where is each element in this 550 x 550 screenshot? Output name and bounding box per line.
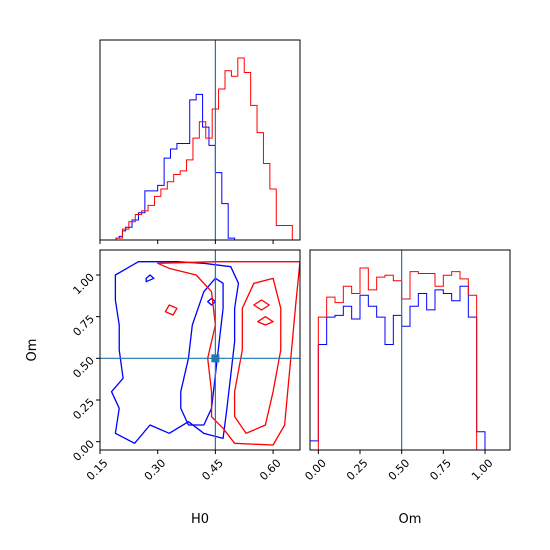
contour-y-tick-label-0: 0.00 <box>70 437 97 464</box>
contour-y-tick-label-1: 0.25 <box>70 396 97 423</box>
om-frame <box>309 249 511 451</box>
contour-y-tick-label-3: 0.75 <box>70 312 97 339</box>
contour-series-0-level-3 <box>207 297 217 306</box>
om-x-axis-label: Om <box>399 512 422 527</box>
h0-hist-series-1 <box>100 57 299 241</box>
contour-series-0-level-1 <box>180 277 224 426</box>
om-x-tick-label-4: 1.00 <box>469 457 496 484</box>
om-marginal-panel: 0.00 0.25 0.50 0.75 1.00 Om <box>302 249 511 527</box>
h0-frame <box>99 39 301 241</box>
contour-frame <box>99 249 301 451</box>
h0-x-axis-label: H0 <box>191 512 209 527</box>
contour-x-tick-label-1: 0.30 <box>142 457 169 484</box>
om-x-tick-label-3: 0.75 <box>427 457 454 484</box>
truth-point-marker <box>211 354 220 363</box>
contour-series-0-level-2 <box>145 274 155 283</box>
h0-marginal-panel <box>99 39 301 244</box>
h0-om-contour-panel: 0.15 0.30 0.45 0.60 0.00 0.25 0.50 0.75 1.00 H0 Om <box>25 249 301 527</box>
contour-x-tick-label-2: 0.45 <box>199 457 226 484</box>
contour-series-1-level-1 <box>233 277 282 434</box>
om-x-tick-label-2: 0.50 <box>386 457 413 484</box>
contour-series-0-level-0 <box>110 261 240 444</box>
contour-x-tick-label-0: 0.15 <box>84 457 111 484</box>
contour-series-1-level-3 <box>257 316 274 326</box>
om-hist-series-1 <box>310 267 510 451</box>
om-y-axis-label: Om <box>25 339 40 362</box>
contour-y-tick-label-4: 1.00 <box>70 271 97 298</box>
contour-series-1-level-4 <box>164 304 178 316</box>
contour-y-tick-label-2: 0.50 <box>70 354 97 381</box>
om-hist-series-0 <box>309 285 510 451</box>
om-x-tick-label-0: 0.00 <box>302 457 329 484</box>
om-x-tick-label-1: 0.25 <box>344 457 371 484</box>
contour-series-1-level-0 <box>157 261 300 446</box>
contour-series-1-level-2 <box>253 299 270 311</box>
contour-area <box>110 261 300 446</box>
contour-x-tick-label-3: 0.60 <box>257 457 284 484</box>
h0-hist-series-0 <box>100 93 299 241</box>
